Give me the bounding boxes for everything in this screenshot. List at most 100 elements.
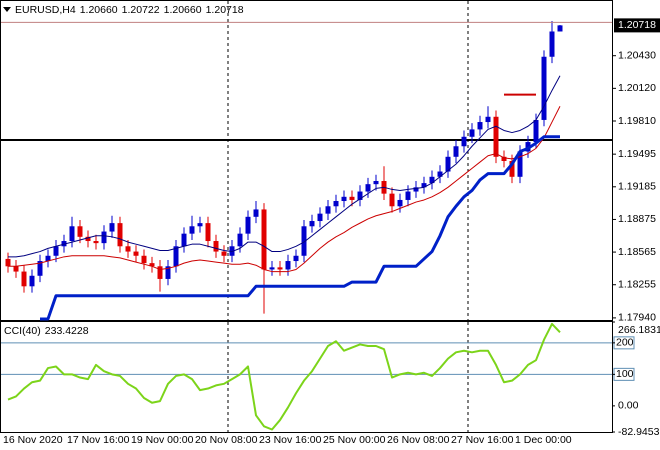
cci-pane-frame <box>0 321 613 433</box>
candle-body <box>509 161 515 177</box>
candle-body <box>237 233 243 247</box>
candle-body <box>397 199 403 207</box>
candle-body <box>133 251 139 256</box>
candle-body <box>293 255 299 262</box>
candle-body <box>557 25 563 32</box>
y-tick-label: 266.1831 <box>618 324 660 336</box>
candle-body <box>549 31 555 57</box>
y-tick-label: 200 <box>616 337 634 349</box>
candle-body <box>253 209 259 217</box>
candle-body <box>461 136 467 147</box>
candle-body <box>357 191 363 200</box>
candle-body <box>45 255 51 262</box>
x-tick-label: 16 Nov 2020 <box>3 434 63 446</box>
candle-body <box>53 246 59 256</box>
candle-body <box>533 119 539 143</box>
x-tick-label: 19 Nov 00:00 <box>131 434 194 446</box>
cci-title: CCI(40) <box>4 325 41 337</box>
y-tick-label: 1.19495 <box>618 148 656 160</box>
indicator-line <box>7 322 561 431</box>
candle-body <box>389 193 395 207</box>
candle-body <box>93 241 99 244</box>
symbol: EURUSD,H4 <box>15 4 76 16</box>
candle-body <box>37 261 43 276</box>
candle-body <box>5 258 11 267</box>
candle-body <box>173 246 179 267</box>
candle-body <box>341 196 347 202</box>
candle-body <box>365 184 371 192</box>
candle-body <box>157 266 163 279</box>
candle-body <box>309 221 315 227</box>
candle-body <box>101 231 107 244</box>
candle-body <box>261 209 267 270</box>
indicator-line <box>40 135 560 321</box>
y-tick-label: 1.18255 <box>618 279 656 291</box>
candle-body <box>413 187 419 192</box>
candle-body <box>149 263 155 267</box>
y-tick-label: 100 <box>616 368 634 380</box>
candle-body <box>501 156 507 161</box>
y-tick-label: 1.18875 <box>618 213 656 225</box>
candle-body <box>469 129 475 137</box>
low-label: 1.20660 <box>164 4 202 16</box>
candle-body <box>61 241 67 247</box>
price-box <box>614 18 660 33</box>
close-label: 1.20718 <box>206 4 244 16</box>
x-tick-label: 17 Nov 16:00 <box>67 434 130 446</box>
chart-header: EURUSD,H4 1.20660 1.20722 1.20660 1.20718 <box>15 4 244 16</box>
candle-body <box>437 171 443 177</box>
y-tick-label: 1.20430 <box>618 49 656 61</box>
candle-body <box>205 223 211 242</box>
candle-body <box>181 233 187 247</box>
candle-body <box>109 223 115 232</box>
candle-body <box>517 151 523 177</box>
candle-body <box>453 146 459 157</box>
candle-body <box>405 191 411 200</box>
candle-body <box>317 213 323 222</box>
high-label: 1.20722 <box>122 4 160 16</box>
candle-body <box>373 181 379 185</box>
y-tick-label: 1.17940 <box>618 312 656 324</box>
candle-body <box>117 223 123 247</box>
candle-body <box>77 226 83 237</box>
candle-body <box>493 116 499 157</box>
y-tick-label: 1.19185 <box>618 181 656 193</box>
candle-body <box>485 116 491 123</box>
candle-body <box>421 183 427 188</box>
indicator-line <box>8 75 561 258</box>
x-tick-label: 26 Nov 08:00 <box>387 434 450 446</box>
candle-body <box>21 271 27 287</box>
candle-body <box>29 275 35 287</box>
candle-body <box>125 246 131 252</box>
candle-body <box>333 201 339 207</box>
candle-body <box>429 176 435 184</box>
candle-body <box>189 226 195 234</box>
candle-body <box>325 206 331 214</box>
plot-layer: 1.20430 1.20120 1.19810 1.19495 1.19185 1.188… <box>1 18 660 446</box>
candle-body <box>245 216 251 234</box>
y-tick-label: 1.18565 <box>618 246 656 258</box>
candle-body <box>285 261 291 270</box>
main-pane-frame <box>0 0 613 321</box>
collapse-icon[interactable] <box>3 7 11 12</box>
x-tick-label: 27 Nov 16:00 <box>451 434 514 446</box>
candle-body <box>445 156 451 172</box>
indicator-line <box>8 106 561 273</box>
y-tick-label: 1.20120 <box>618 82 656 94</box>
cci-value: 233.4228 <box>45 325 89 337</box>
candle-body <box>269 267 275 270</box>
candle-body <box>301 226 307 256</box>
candle-body <box>197 223 203 227</box>
open-label: 1.20660 <box>80 4 118 16</box>
candle-body <box>213 241 219 252</box>
candle-body <box>165 266 171 279</box>
x-tick-label: 25 Nov 00:00 <box>323 434 386 446</box>
y-tick-label: 1.19810 <box>618 115 656 127</box>
candle-body <box>277 267 283 270</box>
x-tick-label: 20 Nov 08:00 <box>195 434 258 446</box>
candle-body <box>13 266 19 272</box>
candle-body <box>221 251 227 256</box>
x-tick-label: 1 Dec 00:00 <box>515 434 572 446</box>
